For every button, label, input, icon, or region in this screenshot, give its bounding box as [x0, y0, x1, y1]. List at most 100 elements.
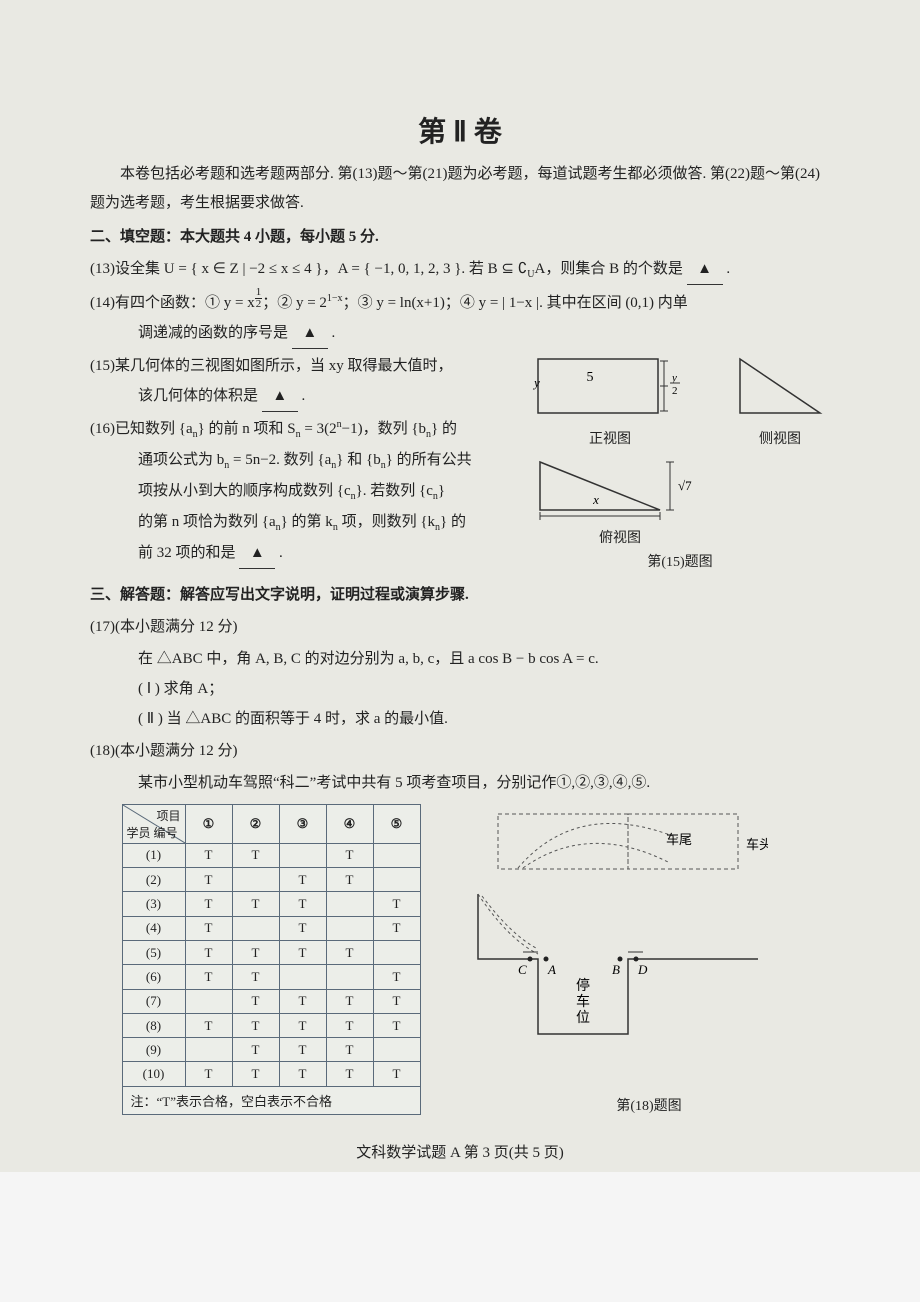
- table-cell: [279, 965, 326, 989]
- q15-a: (15)某几何体的三视图如图所示，当 xy 取得最大值时，: [90, 358, 453, 374]
- page-footer: 文科数学试题 A 第 3 页(共 5 页): [90, 1141, 830, 1162]
- q14-c: ；③ y = ln(x+1)；④ y = | 1−x |. 其中在区间 (0,1…: [343, 295, 688, 311]
- q16-l5: 前 32 项的和是: [138, 545, 236, 561]
- row-id: (4): [122, 916, 185, 940]
- table-cell: T: [232, 892, 279, 916]
- table-cell: T: [279, 1062, 326, 1086]
- figure-18-caption: 第(18)题图: [468, 1095, 830, 1115]
- q14-line2: 调递减的函数的序号是: [138, 325, 288, 341]
- col-4: ④: [326, 804, 373, 843]
- table-cell: T: [185, 1062, 232, 1086]
- table-cell: T: [326, 989, 373, 1013]
- table-cell: T: [373, 965, 420, 989]
- question-15: (15)某几何体的三视图如图所示，当 xy 取得最大值时， 该几何体的体积是 ▲…: [90, 351, 830, 412]
- q18-figure-col: 车尾 车头 C A B D 停 车 位: [468, 804, 830, 1115]
- fig18-park-2: 车: [576, 993, 590, 1010]
- table-cell: T: [373, 989, 420, 1013]
- blank-13: ▲: [687, 254, 723, 285]
- row-id: (2): [122, 868, 185, 892]
- q18-table-col: 项目 学员 编号 ① ② ③ ④ ⑤ (1)TTT(2)TTT(3)TTTT(4…: [90, 804, 452, 1115]
- q16-b: } 的前 n 项和 S: [198, 421, 296, 437]
- table-row: (6)TTT: [122, 965, 420, 989]
- row-id: (9): [122, 1038, 185, 1062]
- intro-paragraph: 本卷包括必考题和选考题两部分. 第(13)题～第(21)题为必考题，每道试题考生…: [90, 160, 830, 217]
- q15-b: 该几何体的体积是: [138, 388, 258, 404]
- table-cell: T: [279, 989, 326, 1013]
- table-cell: T: [185, 1013, 232, 1037]
- q16-l2d: } 的所有公共: [386, 452, 472, 468]
- blank-15: ▲: [262, 381, 298, 412]
- table-cell: [373, 1038, 420, 1062]
- table-cell: T: [326, 868, 373, 892]
- col-3: ③: [279, 804, 326, 843]
- question-13: (13)设全集 U = { x ∈ Z | −2 ≤ x ≤ 4 }，A = {…: [90, 254, 830, 285]
- fig18-park-3: 位: [576, 1010, 590, 1026]
- q14-a: (14)有四个函数：① y = x: [90, 295, 255, 311]
- figure-18-svg: 车尾 车头 C A B D 停 车 位: [468, 804, 768, 1084]
- q16-l3b: }. 若数列 {c: [356, 483, 433, 499]
- table-row: (3)TTTT: [122, 892, 420, 916]
- fig18-C: C: [518, 962, 527, 977]
- q16-l2a: 通项公式为 b: [138, 452, 224, 468]
- table-row: (4)TTT: [122, 916, 420, 940]
- table-cell: [232, 868, 279, 892]
- q16-e: } 的: [431, 421, 457, 437]
- q16-l2c: } 和 {b: [336, 452, 380, 468]
- table-cell: [326, 965, 373, 989]
- q16-l4c: 项，则数列 {k: [338, 514, 435, 530]
- section-title: 第 Ⅱ 卷: [90, 110, 830, 150]
- row-id: (8): [122, 1013, 185, 1037]
- q13-sub-u: U: [527, 269, 534, 280]
- fig18-D: D: [637, 962, 648, 977]
- q16-l3c: }: [438, 483, 445, 499]
- table-cell: [326, 892, 373, 916]
- table-cell: T: [279, 916, 326, 940]
- table-cell: T: [279, 1038, 326, 1062]
- fig18-B: B: [612, 962, 620, 977]
- table-cell: T: [373, 892, 420, 916]
- q16-l4a: 的第 n 项恰为数列 {a: [138, 514, 276, 530]
- q18-two-col: 项目 学员 编号 ① ② ③ ④ ⑤ (1)TTT(2)TTT(3)TTTT(4…: [90, 804, 830, 1115]
- exam-page: 第 Ⅱ 卷 本卷包括必考题和选考题两部分. 第(13)题～第(21)题为必考题，…: [0, 0, 920, 1172]
- question-17-i: ( Ⅰ ) 求角 A；: [90, 674, 830, 704]
- col-5: ⑤: [373, 804, 420, 843]
- table-cell: T: [185, 892, 232, 916]
- table-cell: [373, 868, 420, 892]
- q18-table: 项目 学员 编号 ① ② ③ ④ ⑤ (1)TTT(2)TTT(3)TTTT(4…: [122, 804, 421, 1115]
- table-cell: T: [185, 868, 232, 892]
- q14-b: ；② y = 2: [262, 295, 327, 311]
- q13-text-a: (13)设全集 U = { x ∈ Z | −2 ≤ x ≤ 4 }，A = {…: [90, 261, 527, 277]
- table-cell: T: [326, 940, 373, 964]
- row-id: (1): [122, 843, 185, 867]
- table-row: (9)TTT: [122, 1038, 420, 1062]
- table-cell: T: [185, 965, 232, 989]
- col-2: ②: [232, 804, 279, 843]
- table-row: (7)TTTT: [122, 989, 420, 1013]
- table-cell: T: [232, 1013, 279, 1037]
- table-cell: [185, 1038, 232, 1062]
- table-cell: [326, 916, 373, 940]
- part2-heading: 二、填空题：本大题共 4 小题，每小题 5 分.: [90, 225, 830, 246]
- blank-16: ▲: [239, 538, 275, 569]
- part3-heading: 三、解答题：解答应写出文字说明，证明过程或演算步骤.: [90, 583, 830, 604]
- table-cell: T: [232, 1038, 279, 1062]
- row-id: (3): [122, 892, 185, 916]
- diag-top-label: 项目: [156, 807, 180, 824]
- question-17-head: (17)(本小题满分 12 分): [90, 612, 830, 642]
- q16-l3a: 项按从小到大的顺序构成数列 {c: [138, 483, 351, 499]
- table-cell: T: [279, 868, 326, 892]
- table-cell: T: [232, 989, 279, 1013]
- table-cell: T: [279, 940, 326, 964]
- q14-exp2: 1−x: [327, 293, 343, 304]
- table-row: (8)TTTTT: [122, 1013, 420, 1037]
- table-cell: T: [373, 916, 420, 940]
- table-row: (1)TTT: [122, 843, 420, 867]
- table-row: (10)TTTTT: [122, 1062, 420, 1086]
- diag-bottom-label: 学员 编号: [127, 824, 178, 841]
- table-cell: T: [185, 940, 232, 964]
- fig18-A: A: [547, 962, 556, 977]
- table-cell: T: [232, 940, 279, 964]
- table-cell: T: [279, 1013, 326, 1037]
- q13-text-b: A，则集合 B 的个数是: [535, 261, 683, 277]
- table-diag-header: 项目 学员 编号: [122, 804, 185, 843]
